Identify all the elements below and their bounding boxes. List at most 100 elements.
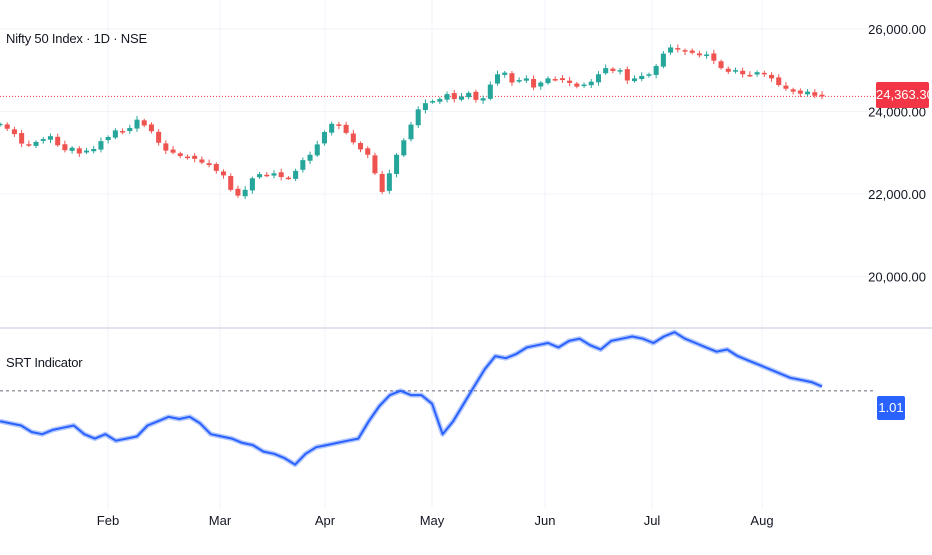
candle-body — [646, 74, 652, 76]
candle — [156, 129, 162, 146]
candle — [458, 92, 464, 102]
candle-body — [538, 82, 544, 87]
candle-body — [199, 159, 205, 163]
candle — [112, 128, 118, 140]
candle — [531, 75, 537, 91]
candle-body — [184, 156, 190, 159]
candle-body — [725, 68, 731, 72]
candle — [350, 129, 356, 145]
candle-body — [769, 74, 775, 79]
candle — [105, 135, 111, 144]
candle-body — [415, 109, 421, 126]
candle-body — [682, 50, 688, 52]
candle-body — [437, 99, 443, 102]
candle — [192, 153, 198, 163]
candle — [394, 153, 400, 178]
candle-body — [776, 77, 782, 86]
candle — [732, 67, 738, 74]
candle — [401, 138, 407, 158]
candle-body — [47, 136, 53, 140]
candle — [747, 71, 753, 78]
candle-body — [55, 136, 61, 146]
candle-body — [69, 147, 75, 151]
candle-body — [639, 75, 645, 80]
candle-body — [610, 68, 616, 71]
candle — [675, 44, 681, 53]
candle — [559, 75, 565, 83]
candle — [509, 71, 515, 86]
candle-body — [386, 173, 392, 191]
candle-body — [624, 69, 630, 81]
candle-body — [653, 66, 659, 75]
candle-body — [314, 144, 320, 156]
candle-body — [4, 124, 10, 129]
candle-body — [76, 148, 82, 154]
candle — [718, 59, 724, 70]
time-tick-label: Apr — [315, 513, 336, 528]
candle — [444, 91, 450, 103]
candle — [163, 140, 169, 155]
indicator-value-label: 1.01 — [877, 396, 905, 420]
candle-body — [696, 53, 702, 56]
candle — [516, 77, 522, 84]
candle — [55, 133, 61, 147]
candle-body — [365, 148, 371, 155]
candle — [372, 152, 378, 175]
candle-body — [329, 123, 335, 133]
candle-body — [487, 84, 493, 99]
candle-body — [502, 72, 508, 75]
candle-body — [257, 174, 263, 178]
candle — [336, 121, 342, 130]
candle-body — [588, 81, 594, 86]
candle — [595, 71, 601, 86]
candle — [257, 171, 263, 179]
candle-body — [249, 178, 255, 191]
candle — [812, 89, 818, 98]
candle — [603, 64, 609, 75]
candle — [271, 170, 277, 179]
candle — [329, 121, 335, 136]
time-tick-label: Aug — [750, 513, 773, 528]
srt-indicator-series — [0, 329, 823, 468]
candle-body — [127, 127, 133, 132]
candle — [0, 122, 3, 127]
candle-body — [0, 123, 3, 126]
candle — [761, 70, 767, 78]
candle — [285, 175, 291, 180]
candle-body — [98, 141, 104, 150]
candle — [473, 89, 479, 103]
srt-line — [0, 331, 823, 466]
candle-body — [213, 164, 219, 171]
candle-body — [812, 92, 818, 96]
indicator-title: SRT Indicator — [6, 355, 83, 370]
candle — [466, 91, 472, 100]
candle-body — [732, 70, 738, 72]
candle-body — [422, 103, 428, 110]
candle-body — [26, 144, 32, 146]
candle — [646, 72, 652, 78]
candle — [689, 48, 695, 55]
price-tick-label: 22,000.00 — [868, 187, 926, 202]
candle-body — [300, 160, 306, 170]
candle-body — [394, 154, 400, 174]
candle-body — [805, 91, 811, 95]
candle-body — [156, 131, 162, 143]
candle — [76, 146, 82, 157]
candle-series — [0, 44, 825, 200]
candle — [148, 122, 154, 134]
candle — [581, 82, 587, 88]
time-tick-label: Feb — [97, 513, 119, 528]
candle — [567, 77, 573, 87]
candle-body — [84, 150, 90, 153]
candle-body — [91, 148, 97, 152]
candle — [754, 70, 760, 77]
candle — [127, 124, 133, 134]
candle — [11, 126, 17, 137]
candle-body — [444, 94, 450, 100]
candle-body — [148, 124, 154, 132]
candle-body — [704, 54, 710, 56]
candle — [819, 91, 825, 100]
candle-body — [675, 48, 681, 50]
candle — [84, 147, 90, 155]
